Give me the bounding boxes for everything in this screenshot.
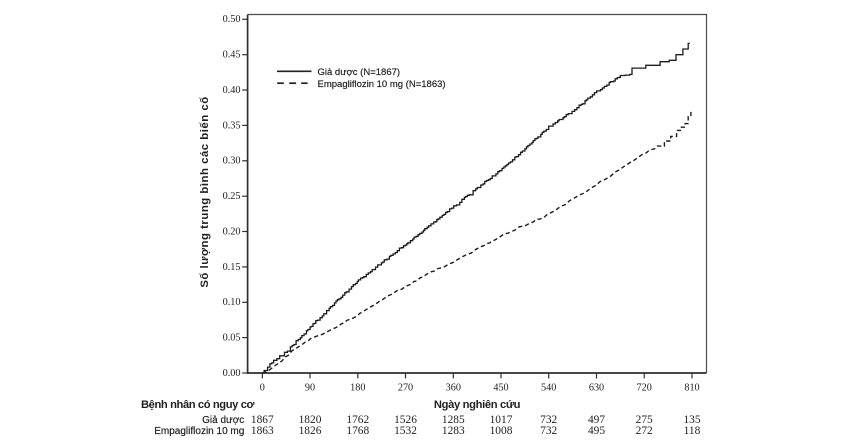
svg-text:732: 732	[540, 425, 557, 437]
svg-text:1768: 1768	[346, 425, 369, 437]
svg-text:275: 275	[636, 414, 653, 426]
svg-text:Giả dược: Giả dược	[202, 415, 244, 426]
svg-text:118: 118	[684, 425, 701, 437]
svg-text:0.10: 0.10	[223, 297, 241, 308]
svg-text:0.35: 0.35	[223, 120, 241, 131]
svg-text:270: 270	[398, 382, 413, 393]
svg-text:497: 497	[588, 414, 605, 426]
svg-text:810: 810	[684, 382, 699, 393]
svg-text:450: 450	[493, 382, 508, 393]
svg-text:1863: 1863	[251, 425, 274, 437]
svg-text:0.15: 0.15	[223, 262, 241, 273]
svg-text:180: 180	[350, 382, 365, 393]
svg-text:0.30: 0.30	[223, 156, 241, 167]
svg-text:0.50: 0.50	[223, 14, 241, 25]
svg-text:495: 495	[588, 425, 605, 437]
svg-text:1283: 1283	[442, 425, 465, 437]
svg-text:Số lượng trung bình các biến c: Số lượng trung bình các biến cố	[199, 96, 211, 287]
svg-text:Empagliflozin 10 mg: Empagliflozin 10 mg	[154, 426, 244, 437]
svg-text:1820: 1820	[299, 414, 322, 426]
svg-text:0.05: 0.05	[223, 333, 241, 344]
svg-text:1017: 1017	[490, 414, 513, 426]
svg-text:0: 0	[260, 382, 265, 393]
svg-text:135: 135	[683, 414, 700, 426]
svg-text:1762: 1762	[346, 414, 369, 426]
svg-text:360: 360	[446, 382, 461, 393]
svg-text:0.00: 0.00	[223, 368, 241, 379]
svg-text:1867: 1867	[251, 414, 274, 426]
svg-text:Ngày nghiên cứu: Ngày nghiên cứu	[434, 399, 521, 411]
svg-text:630: 630	[589, 382, 604, 393]
svg-text:272: 272	[636, 425, 653, 437]
svg-text:540: 540	[541, 382, 556, 393]
svg-text:1008: 1008	[490, 425, 513, 437]
svg-text:0.25: 0.25	[223, 191, 241, 202]
svg-text:Empagliflozin 10 mg (N=1863): Empagliflozin 10 mg (N=1863)	[318, 79, 446, 90]
svg-text:732: 732	[540, 414, 557, 426]
svg-text:Giả dược (N=1867): Giả dược (N=1867)	[318, 67, 401, 78]
svg-text:1532: 1532	[394, 425, 417, 437]
svg-text:0.40: 0.40	[223, 85, 241, 96]
svg-text:90: 90	[305, 382, 315, 393]
svg-text:Bệnh nhân có nguy cơ: Bệnh nhân có nguy cơ	[141, 399, 255, 411]
svg-text:0.45: 0.45	[223, 50, 241, 61]
svg-text:0.20: 0.20	[223, 226, 241, 237]
svg-text:720: 720	[637, 382, 652, 393]
svg-text:1285: 1285	[442, 414, 465, 426]
svg-text:1826: 1826	[299, 425, 322, 437]
svg-text:1526: 1526	[394, 414, 417, 426]
